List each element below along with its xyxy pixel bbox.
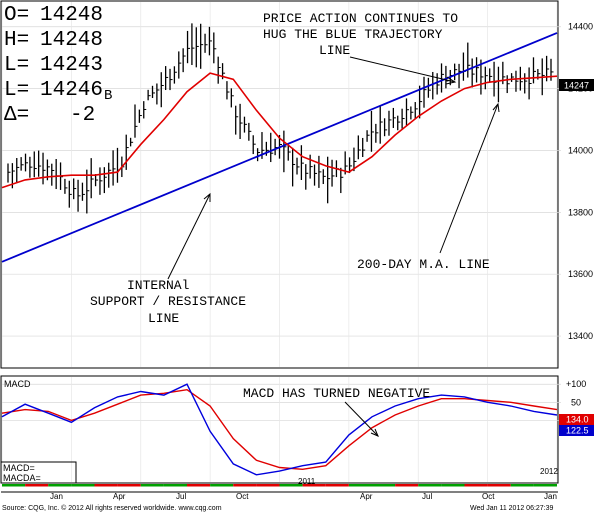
annotation-price-action-line1: PRICE ACTION CONTINUES TO [263, 11, 458, 26]
low-label: L= [4, 54, 29, 77]
time-strip-segment [533, 484, 557, 487]
month-label-jan-2012: Jan [544, 492, 557, 501]
arrow-price-action [349, 56, 456, 83]
time-strip-segment [233, 484, 257, 487]
macd-legend-line1: MACD= [3, 463, 35, 473]
trend-line [1, 32, 558, 263]
macd-value-tag-bottom-text: 122.5 [566, 426, 589, 436]
time-strip-segment [71, 484, 95, 487]
arrow-ma-line-head [492, 102, 500, 113]
annotation-internal-line3: LINE [148, 311, 179, 326]
annotation-macd-note: MACD HAS TURNED NEGATIVE [243, 386, 430, 401]
time-strip-segment [348, 484, 372, 487]
month-label-apr-2010: Apr [113, 492, 126, 501]
time-strip-segment [279, 484, 303, 487]
time-strip-segment [395, 484, 419, 487]
macd-value-tag-top [559, 414, 594, 425]
last-suffix: B [104, 88, 112, 104]
last-label: L= [4, 79, 29, 102]
annotation-price-action-line2: HUG THE BLUE TRAJECTORY [263, 27, 443, 42]
arrow-macd-note-head [370, 428, 379, 437]
macd-legend-box [0, 461, 77, 484]
macd-value-tag-top-text: 134.0 [566, 415, 589, 425]
arrow-internal-line [167, 193, 211, 280]
time-strip-segment [25, 484, 49, 487]
year-label-2011: 2011 [298, 477, 316, 486]
series-lines [1, 32, 558, 476]
time-strip-segment [117, 484, 141, 487]
time-strip-segment [372, 484, 396, 487]
open-value: 14248 [40, 4, 103, 27]
price-tick-13600: 13600 [568, 269, 593, 279]
time-strip-segment [325, 484, 349, 487]
time-strip-segment [418, 484, 442, 487]
time-strip-segment [163, 484, 187, 487]
price-tick-14400: 14400 [568, 22, 593, 32]
time-strip-segment [464, 484, 488, 487]
month-label-jul-2011: Jul [422, 492, 432, 501]
year-label-2012: 2012 [540, 467, 558, 476]
month-label-jul-2010: Jul [176, 492, 186, 501]
time-strip-segment [302, 484, 326, 487]
macd-line [1, 383, 558, 476]
time-strip-segment [210, 484, 234, 487]
macd-tick-100: +100 [566, 379, 586, 389]
price-tick-14000: 14000 [568, 145, 593, 155]
footer-source: Source: CQG, Inc. © 2012 All rights rese… [2, 504, 222, 512]
time-strip-segment [2, 484, 26, 487]
time-strip-segment [48, 484, 72, 487]
time-strip-segment [441, 484, 465, 487]
price-bars [7, 23, 554, 214]
arrow-internal-line-head [203, 192, 211, 202]
macd-value-tag-bottom [559, 425, 594, 436]
annotation-internal-line2: SUPPORT / RESISTANCE [90, 294, 246, 309]
time-strip-segment [256, 484, 280, 487]
time-strip-segment [94, 484, 118, 487]
change-label: Δ= [4, 104, 29, 127]
macd-tick-50: 50 [571, 397, 581, 407]
month-label-apr-2011: Apr [360, 492, 373, 501]
time-color-strip [2, 484, 557, 487]
macd-panel-title: MACD [4, 379, 31, 389]
last-price-tag [559, 79, 594, 91]
time-strip-segment [140, 484, 164, 487]
month-label-oct-2010: Oct [236, 492, 249, 501]
annotation-ma-line: 200-DAY M.A. LINE [357, 257, 490, 272]
annotation-price-action-line3: LINE [319, 43, 350, 58]
arrow-macd-note [344, 401, 379, 437]
grid-lines [1, 2, 561, 482]
high-label: H= [4, 29, 29, 52]
macd-legend-line2: MACDA= [3, 473, 41, 483]
arrow-price-action-head [445, 76, 457, 85]
open-label: O= [4, 4, 29, 27]
low-value: 14243 [40, 54, 103, 77]
footer-timestamp: Wed Jan 11 2012 06:27:39 [470, 505, 554, 512]
macd-signal-line [1, 388, 558, 471]
month-label-oct-2011: Oct [482, 492, 495, 501]
change-value: -2 [70, 104, 95, 127]
month-label-jan-2010: Jan [50, 492, 63, 501]
time-strip-segment [510, 484, 534, 487]
time-strip-segment [487, 484, 511, 487]
last-price-tag-text: 14247 [564, 81, 589, 91]
time-strip-segment [187, 484, 211, 487]
price-tick-13800: 13800 [568, 207, 593, 217]
price-tick-13400: 13400 [568, 331, 593, 341]
high-value: 14248 [40, 29, 103, 52]
moving-average-line [1, 72, 558, 189]
annotation-internal-line1: INTERNAl [127, 278, 190, 293]
last-value: 14246 [40, 79, 103, 102]
arrow-ma-line [439, 103, 499, 254]
